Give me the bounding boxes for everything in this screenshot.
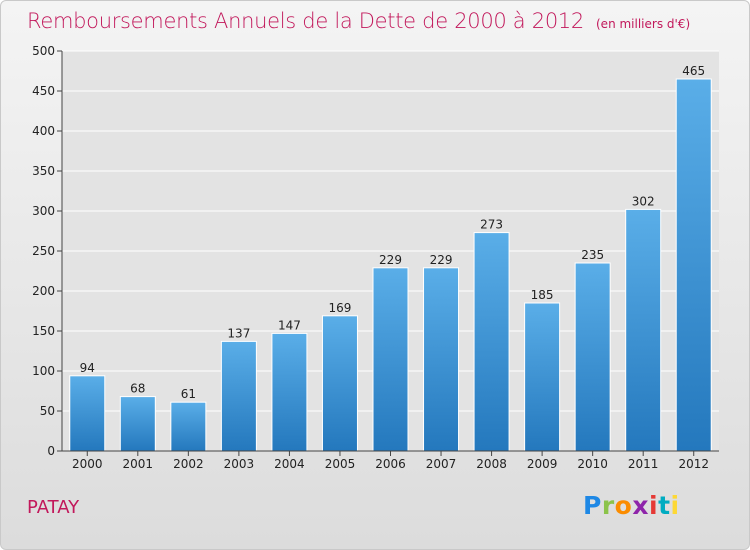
y-tick-label: 450 [32,84,55,98]
data-label: 235 [581,248,604,262]
y-tick-label: 350 [32,164,55,178]
logo-letter: t [658,491,671,520]
logo-letter: r [601,491,615,520]
y-tick-label: 400 [32,124,55,138]
y-tick-label: 250 [32,244,55,258]
data-label: 94 [80,361,95,375]
chart-title-text: Remboursements Annuels de la Dette de 20… [27,9,584,33]
logo-letter: i [649,491,659,520]
town-name: PATAY [27,497,80,518]
data-label: 147 [278,318,301,332]
bar [524,302,561,452]
y-tick-label: 150 [32,324,55,338]
x-tick-label: 2007 [426,457,457,471]
axes: 0 50 100 150 200 250 300 350 400 450 500 2000 2001 20… [32,44,719,471]
y-tick-label: 0 [47,444,55,458]
x-tick-label: 2012 [678,457,709,471]
data-label: 273 [480,218,503,232]
y-tick-label: 200 [32,284,55,298]
bar [119,396,156,452]
x-tick-label: 2006 [375,457,406,471]
bar [220,340,257,452]
data-label: 229 [430,253,453,267]
bar [271,332,308,452]
x-tick-label: 2011 [628,457,659,471]
x-tick-label: 2010 [577,457,608,471]
bar [473,232,510,452]
x-tick-label: 2000 [72,457,103,471]
y-tick-label: 100 [32,364,55,378]
data-label: 169 [329,301,352,315]
x-tick-label: 2005 [325,457,356,471]
bar [170,401,207,452]
bar [321,315,358,452]
logo-letter: i [670,491,680,520]
data-label: 229 [379,253,402,267]
bar [675,78,712,452]
x-tick-label: 2002 [173,457,204,471]
x-tick-label: 2008 [476,457,507,471]
logo-letter: P [583,491,602,520]
bar [372,267,409,452]
x-tick-label: 2009 [527,457,558,471]
y-tick-label: 50 [40,404,55,418]
bar [625,208,662,452]
data-label: 302 [632,194,655,208]
data-label: 185 [531,288,554,302]
data-label: 465 [682,64,705,78]
bar [423,267,460,452]
unit-note: (en milliers d'€) [596,17,691,31]
y-tick-label: 500 [32,44,55,58]
y-tick-label: 300 [32,204,55,218]
data-label: 61 [181,387,196,401]
x-tick-label: 2004 [274,457,305,471]
chart-title: Remboursements Annuels de la Dette de 20… [27,9,690,33]
x-tick-label: 2003 [224,457,255,471]
bar [574,262,611,452]
x-tick-label: 2001 [123,457,154,471]
proxiti-logo: Proxiti [583,491,680,520]
bar [69,375,106,452]
data-label: 68 [130,382,145,396]
data-label: 137 [227,326,250,340]
logo-letter: o [614,491,633,520]
logo-letter: x [632,491,649,520]
